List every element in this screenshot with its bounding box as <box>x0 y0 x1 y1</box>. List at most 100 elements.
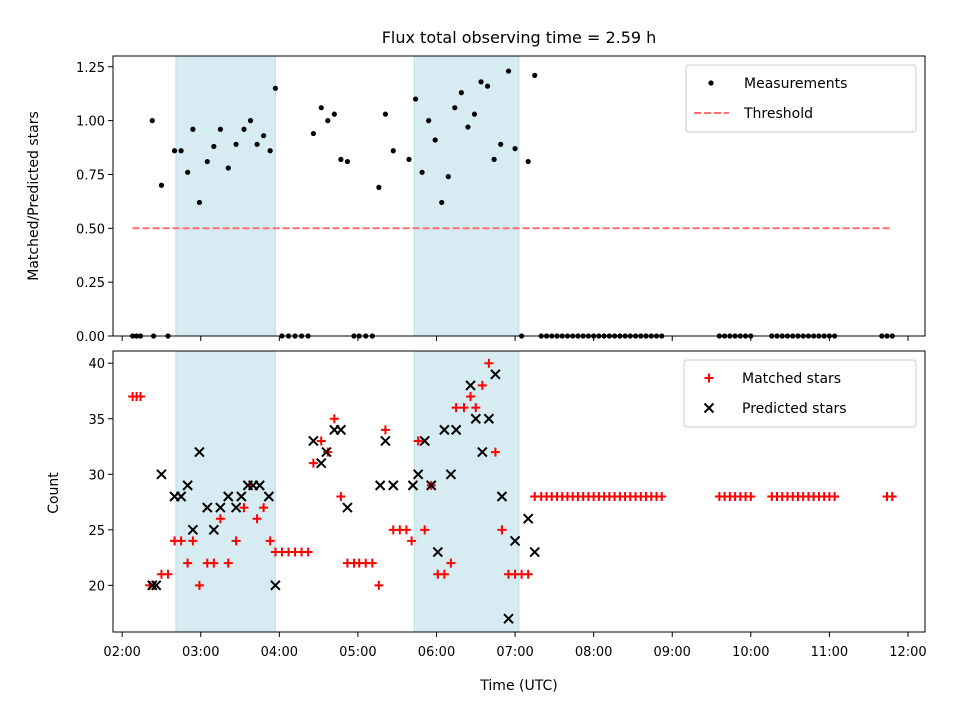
series-matched-stars-point <box>407 536 417 546</box>
series-predicted-stars-point <box>335 424 347 436</box>
series-predicted-stars-point <box>147 580 158 591</box>
series-measurements-point <box>439 199 445 206</box>
y-tick-label: 1.00 <box>76 115 105 130</box>
series-predicted-stars-point <box>254 480 265 491</box>
series-predicted-stars-point <box>490 369 501 380</box>
series-matched-stars-point <box>657 491 667 501</box>
series-predicted-stars-point <box>230 502 242 513</box>
series-matched-stars-point <box>446 558 456 568</box>
series-measurements-point <box>338 156 344 162</box>
series-predicted-stars-point <box>412 469 424 480</box>
series-measurements-point <box>478 79 484 85</box>
series-predicted-stars-point <box>175 491 187 502</box>
series-measurements-point <box>149 118 155 124</box>
series-measurements-point <box>344 158 351 165</box>
panel-counts: 20 25 30 35 40 02:00 03:00 04:00 05:00 06:00 07:00… <box>88 350 927 660</box>
y-tick-label: 0.75 <box>76 168 105 183</box>
series-predicted-stars-point <box>236 491 247 502</box>
series-matched-stars-point <box>316 436 326 446</box>
y-tick-label: 1.25 <box>76 61 105 76</box>
series-measurements-point <box>325 118 331 124</box>
y-tick-label: 35 <box>88 413 105 428</box>
series-predicted-stars-point <box>445 469 457 480</box>
legend: Measurements Threshold <box>685 64 917 133</box>
series-matched-stars-point <box>209 558 219 568</box>
series-measurements-point <box>272 85 278 91</box>
series-measurements-point <box>204 158 210 165</box>
series-measurements-point <box>406 156 412 162</box>
series-predicted-stars-point <box>529 546 540 558</box>
series-predicted-stars-point <box>509 535 521 547</box>
legend-label-threshold: Threshold <box>743 106 813 122</box>
x-tick-label: 04:00 <box>261 645 298 660</box>
panel-frame <box>112 55 926 337</box>
series-predicted-stars-point <box>156 469 167 480</box>
series-matched-stars-point <box>194 580 204 590</box>
x-tick-label: 07:00 <box>496 645 533 660</box>
series-predicted-stars-point <box>202 502 213 513</box>
series-measurements-point <box>452 105 458 111</box>
y-tick-label: 25 <box>88 524 105 539</box>
series-matched-stars-point <box>477 380 487 390</box>
legend-label-predicted-stars: Predicted stars <box>742 401 847 417</box>
series-predicted-stars-point <box>522 513 534 524</box>
x-tick-label: 08:00 <box>575 645 612 660</box>
series-matched-stars-point <box>484 358 494 368</box>
observing-window-shade <box>175 351 276 632</box>
observing-window-shade <box>413 56 520 336</box>
series-predicted-stars-point <box>374 480 386 491</box>
series-measurements-point <box>158 182 165 188</box>
series-measurements-point <box>376 184 382 190</box>
x-tick-label: 09:00 <box>653 645 690 660</box>
legend-label-measurements: Measurements <box>744 76 847 92</box>
legend: Matched stars Predicted stars <box>683 359 917 428</box>
series-matched-stars-point <box>523 569 533 579</box>
y-tick-label: 0.25 <box>76 276 105 291</box>
legend-marker-predicted-stars <box>703 402 715 414</box>
series-measurements-point <box>196 199 203 206</box>
series-predicted-stars-point <box>450 424 462 436</box>
series-measurements-point <box>233 141 239 147</box>
series-matched-stars-point <box>887 491 897 501</box>
series-matched-stars-point <box>308 458 318 468</box>
series-matched-stars-point <box>451 403 461 413</box>
series-matched-stars-point <box>223 558 233 568</box>
legend-box <box>683 359 917 428</box>
y-tick-label: 0.50 <box>76 222 105 237</box>
x-tick-label: 03:00 <box>182 645 219 660</box>
x-axis-label: Time (UTC) <box>479 678 557 694</box>
series-matched-stars-point <box>252 514 262 524</box>
series-predicted-stars-point <box>465 380 476 391</box>
bottom-y-axis-label: Count <box>46 472 62 514</box>
series-matched-stars-point <box>215 514 225 524</box>
series-measurements-point <box>426 118 432 124</box>
series-predicted-stars-point <box>316 457 327 469</box>
series-predicted-stars-point <box>182 480 193 491</box>
series-matched-stars-point <box>420 525 430 535</box>
observing-window-shade <box>413 351 520 632</box>
series-matched-stars-point <box>380 425 390 435</box>
series-measurements-point <box>225 165 231 171</box>
x-tick-label: 05:00 <box>339 645 376 660</box>
series-measurements-point <box>217 126 223 132</box>
series-matched-stars-point <box>183 558 193 568</box>
series-matched-stars-point <box>439 569 449 579</box>
series-predicted-stars-point <box>208 524 220 536</box>
series-matched-stars-point <box>136 392 146 402</box>
series-predicted-stars-point <box>308 435 319 447</box>
series-measurements-point <box>185 169 191 175</box>
series-measurements-point <box>419 169 425 175</box>
series-matched-stars-point <box>459 403 469 413</box>
legend-marker-measurements <box>708 80 714 86</box>
series-measurements-point <box>261 133 267 139</box>
series-measurements-point <box>458 90 464 96</box>
legend-box <box>685 64 917 133</box>
series-predicted-stars-point <box>187 524 199 536</box>
series-matched-stars-point <box>466 392 476 402</box>
legend-label-matched-stars: Matched stars <box>742 371 841 387</box>
series-measurements-point <box>491 156 497 162</box>
series-matched-stars-point <box>497 525 507 535</box>
series-predicted-stars-point <box>380 435 391 447</box>
x-tick-label: 06:00 <box>418 645 455 660</box>
top-y-axis-label: Matched/Predicted stars <box>26 111 42 281</box>
